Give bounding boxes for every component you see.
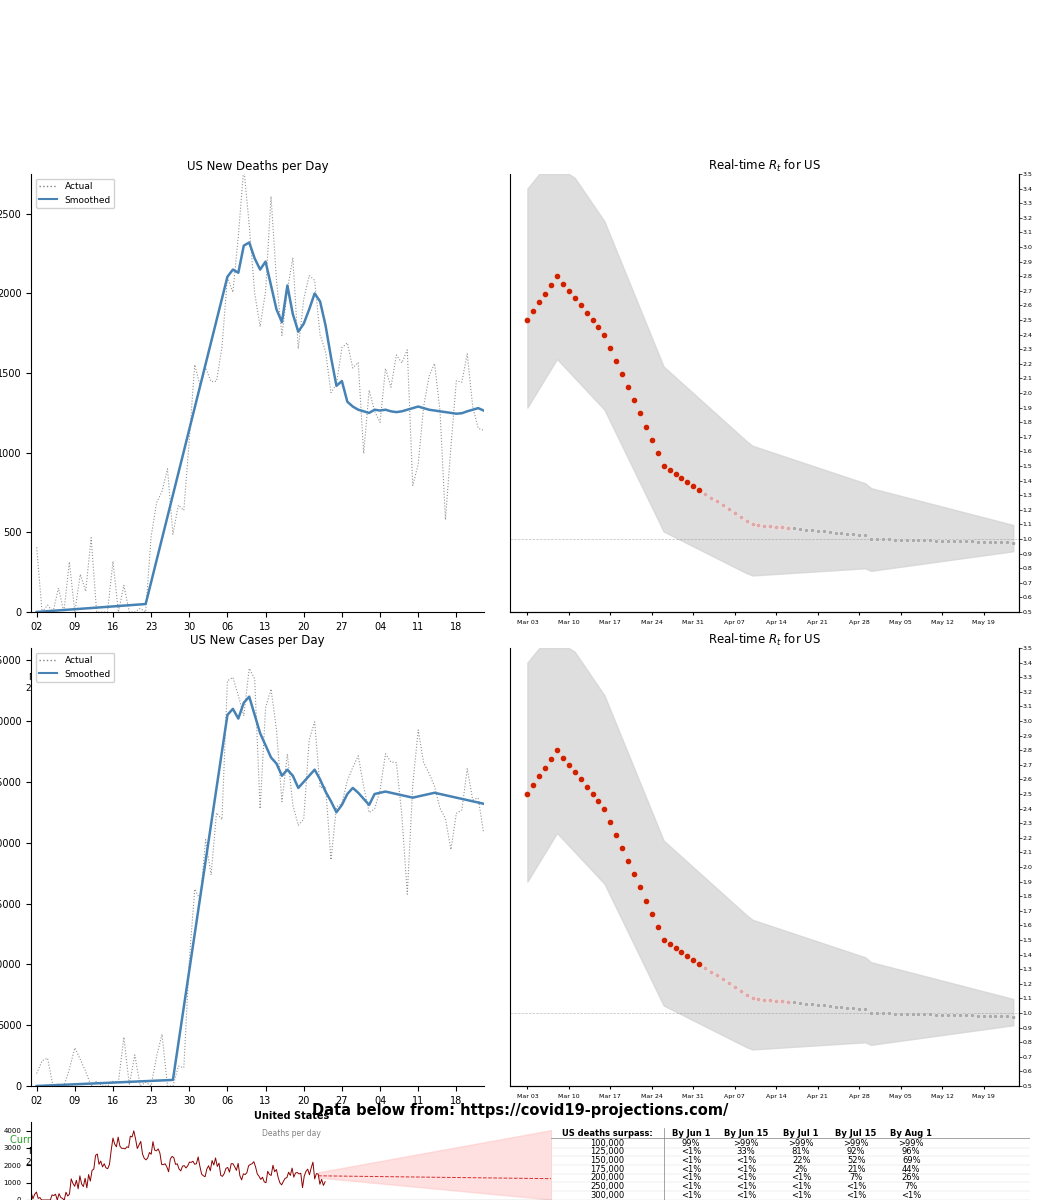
- Text: Counties with > 100 Cases: Counties with > 100 Cases: [458, 89, 634, 101]
- Text: Apr: Apr: [219, 671, 235, 679]
- Text: 21%: 21%: [847, 1165, 865, 1174]
- Text: <1%: <1%: [681, 1190, 701, 1200]
- Text: Data below from: https://covid19-projections.com/: Data below from: https://covid19-project…: [312, 1103, 728, 1117]
- Title: US New Cases per Day: US New Cases per Day: [190, 634, 324, 647]
- Text: By Jul 1: By Jul 1: [783, 1129, 818, 1138]
- Text: 5/23/2020: 5/23/2020: [810, 28, 916, 47]
- Text: Current Total: 97,084 deaths  |  Projected Total: 180,880 deaths by Aug 4, 2020 : Current Total: 97,084 deaths | Projected…: [134, 1153, 511, 1162]
- Text: <1%: <1%: [847, 1190, 866, 1200]
- Text: 300,000: 300,000: [591, 1190, 625, 1200]
- Text: Counties with > 0 Cases: Counties with > 0 Cases: [32, 89, 192, 101]
- Text: By Jul 15: By Jul 15: [835, 1129, 877, 1138]
- Text: Currently Infected: 0.6%  |  Total Infected: 3.9%: Currently Infected: 0.6% | Total Infecte…: [232, 1164, 413, 1172]
- Text: US Report Card For: US Report Card For: [148, 20, 539, 54]
- Text: 200,000: 200,000: [591, 1174, 624, 1182]
- Legend: Actual, Smoothed: Actual, Smoothed: [35, 179, 114, 209]
- Text: 150,000: 150,000: [591, 1156, 624, 1165]
- Text: <1%: <1%: [901, 1190, 921, 1200]
- Text: 92%: 92%: [847, 1147, 865, 1157]
- Text: Mar
2020: Mar 2020: [25, 1147, 48, 1166]
- Text: 22%: 22%: [791, 1156, 810, 1165]
- Text: 250,000: 250,000: [591, 1182, 624, 1192]
- Text: Mar
2020: Mar 2020: [25, 673, 48, 692]
- Text: >99%: >99%: [843, 1139, 869, 1147]
- Text: <1%: <1%: [736, 1165, 756, 1174]
- Text: 175,000: 175,000: [591, 1165, 625, 1174]
- Text: May: May: [370, 1145, 389, 1153]
- Text: 100,000: 100,000: [591, 1139, 624, 1147]
- Text: <1%: <1%: [681, 1182, 701, 1192]
- Title: US New Deaths per Day: US New Deaths per Day: [186, 160, 329, 173]
- Text: By Jun 1: By Jun 1: [672, 1129, 710, 1138]
- Text: 81%: 81%: [791, 1147, 810, 1157]
- Text: <1%: <1%: [736, 1174, 756, 1182]
- Text: Counties with > 0 Deaths: Counties with > 0 Deaths: [28, 130, 197, 142]
- Text: <1%: <1%: [681, 1147, 701, 1157]
- Text: 93%: 93%: [389, 89, 418, 101]
- Text: 53%: 53%: [389, 130, 418, 142]
- Text: <1%: <1%: [681, 1165, 701, 1174]
- Text: <1%: <1%: [736, 1182, 756, 1192]
- Text: 44%: 44%: [902, 1165, 920, 1174]
- Text: Counties with > 3 Deaths: Counties with > 3 Deaths: [462, 130, 630, 142]
- Text: 914: 914: [731, 130, 756, 142]
- Text: 96%: 96%: [902, 1147, 920, 1157]
- Text: <1%: <1%: [791, 1182, 811, 1192]
- Text: >99%: >99%: [899, 1139, 924, 1147]
- Text: 125,000: 125,000: [591, 1147, 624, 1157]
- Text: 7%: 7%: [850, 1174, 863, 1182]
- Text: 26%: 26%: [902, 1174, 920, 1182]
- Text: 33%: 33%: [736, 1147, 755, 1157]
- Text: By Aug 1: By Aug 1: [890, 1129, 932, 1138]
- Text: 7%: 7%: [905, 1182, 918, 1192]
- Text: 2918: 2918: [283, 89, 316, 101]
- Text: US deaths surpass:: US deaths surpass:: [562, 1129, 653, 1138]
- Text: 52%: 52%: [847, 1156, 865, 1165]
- Text: Current Projection for US - Updated Daily - Last Updated: May 24 (3am ET):: Current Projection for US - Updated Dail…: [10, 1135, 379, 1145]
- X-axis label: date: date: [245, 1134, 269, 1144]
- Text: 1678: 1678: [283, 130, 316, 142]
- Text: <1%: <1%: [681, 1156, 701, 1165]
- Text: <1%: <1%: [736, 1190, 756, 1200]
- Text: <1%: <1%: [847, 1182, 866, 1192]
- Title: Real-time $R_t$ for US: Real-time $R_t$ for US: [708, 632, 821, 648]
- Text: >99%: >99%: [733, 1139, 759, 1147]
- Text: 971: 971: [731, 89, 756, 101]
- Text: By Jun 15: By Jun 15: [724, 1129, 769, 1138]
- Text: <1%: <1%: [736, 1156, 756, 1165]
- Text: 31%: 31%: [844, 89, 872, 101]
- Text: 99%: 99%: [682, 1139, 700, 1147]
- Text: >99%: >99%: [788, 1139, 814, 1147]
- Text: <1%: <1%: [791, 1190, 811, 1200]
- Text: Apr: Apr: [219, 1145, 235, 1153]
- Text: Deaths per day: Deaths per day: [262, 1129, 320, 1138]
- Title: Real-time $R_t$ for US: Real-time $R_t$ for US: [708, 158, 821, 174]
- Legend: Actual, Smoothed: Actual, Smoothed: [35, 653, 114, 683]
- Text: <1%: <1%: [681, 1174, 701, 1182]
- Text: 2%: 2%: [795, 1165, 808, 1174]
- X-axis label: date: date: [245, 660, 269, 670]
- Text: 69%: 69%: [902, 1156, 920, 1165]
- Text: 29%: 29%: [843, 130, 873, 142]
- Text: <1%: <1%: [791, 1174, 811, 1182]
- Title: United States: United States: [254, 1111, 329, 1121]
- Text: May: May: [370, 671, 389, 679]
